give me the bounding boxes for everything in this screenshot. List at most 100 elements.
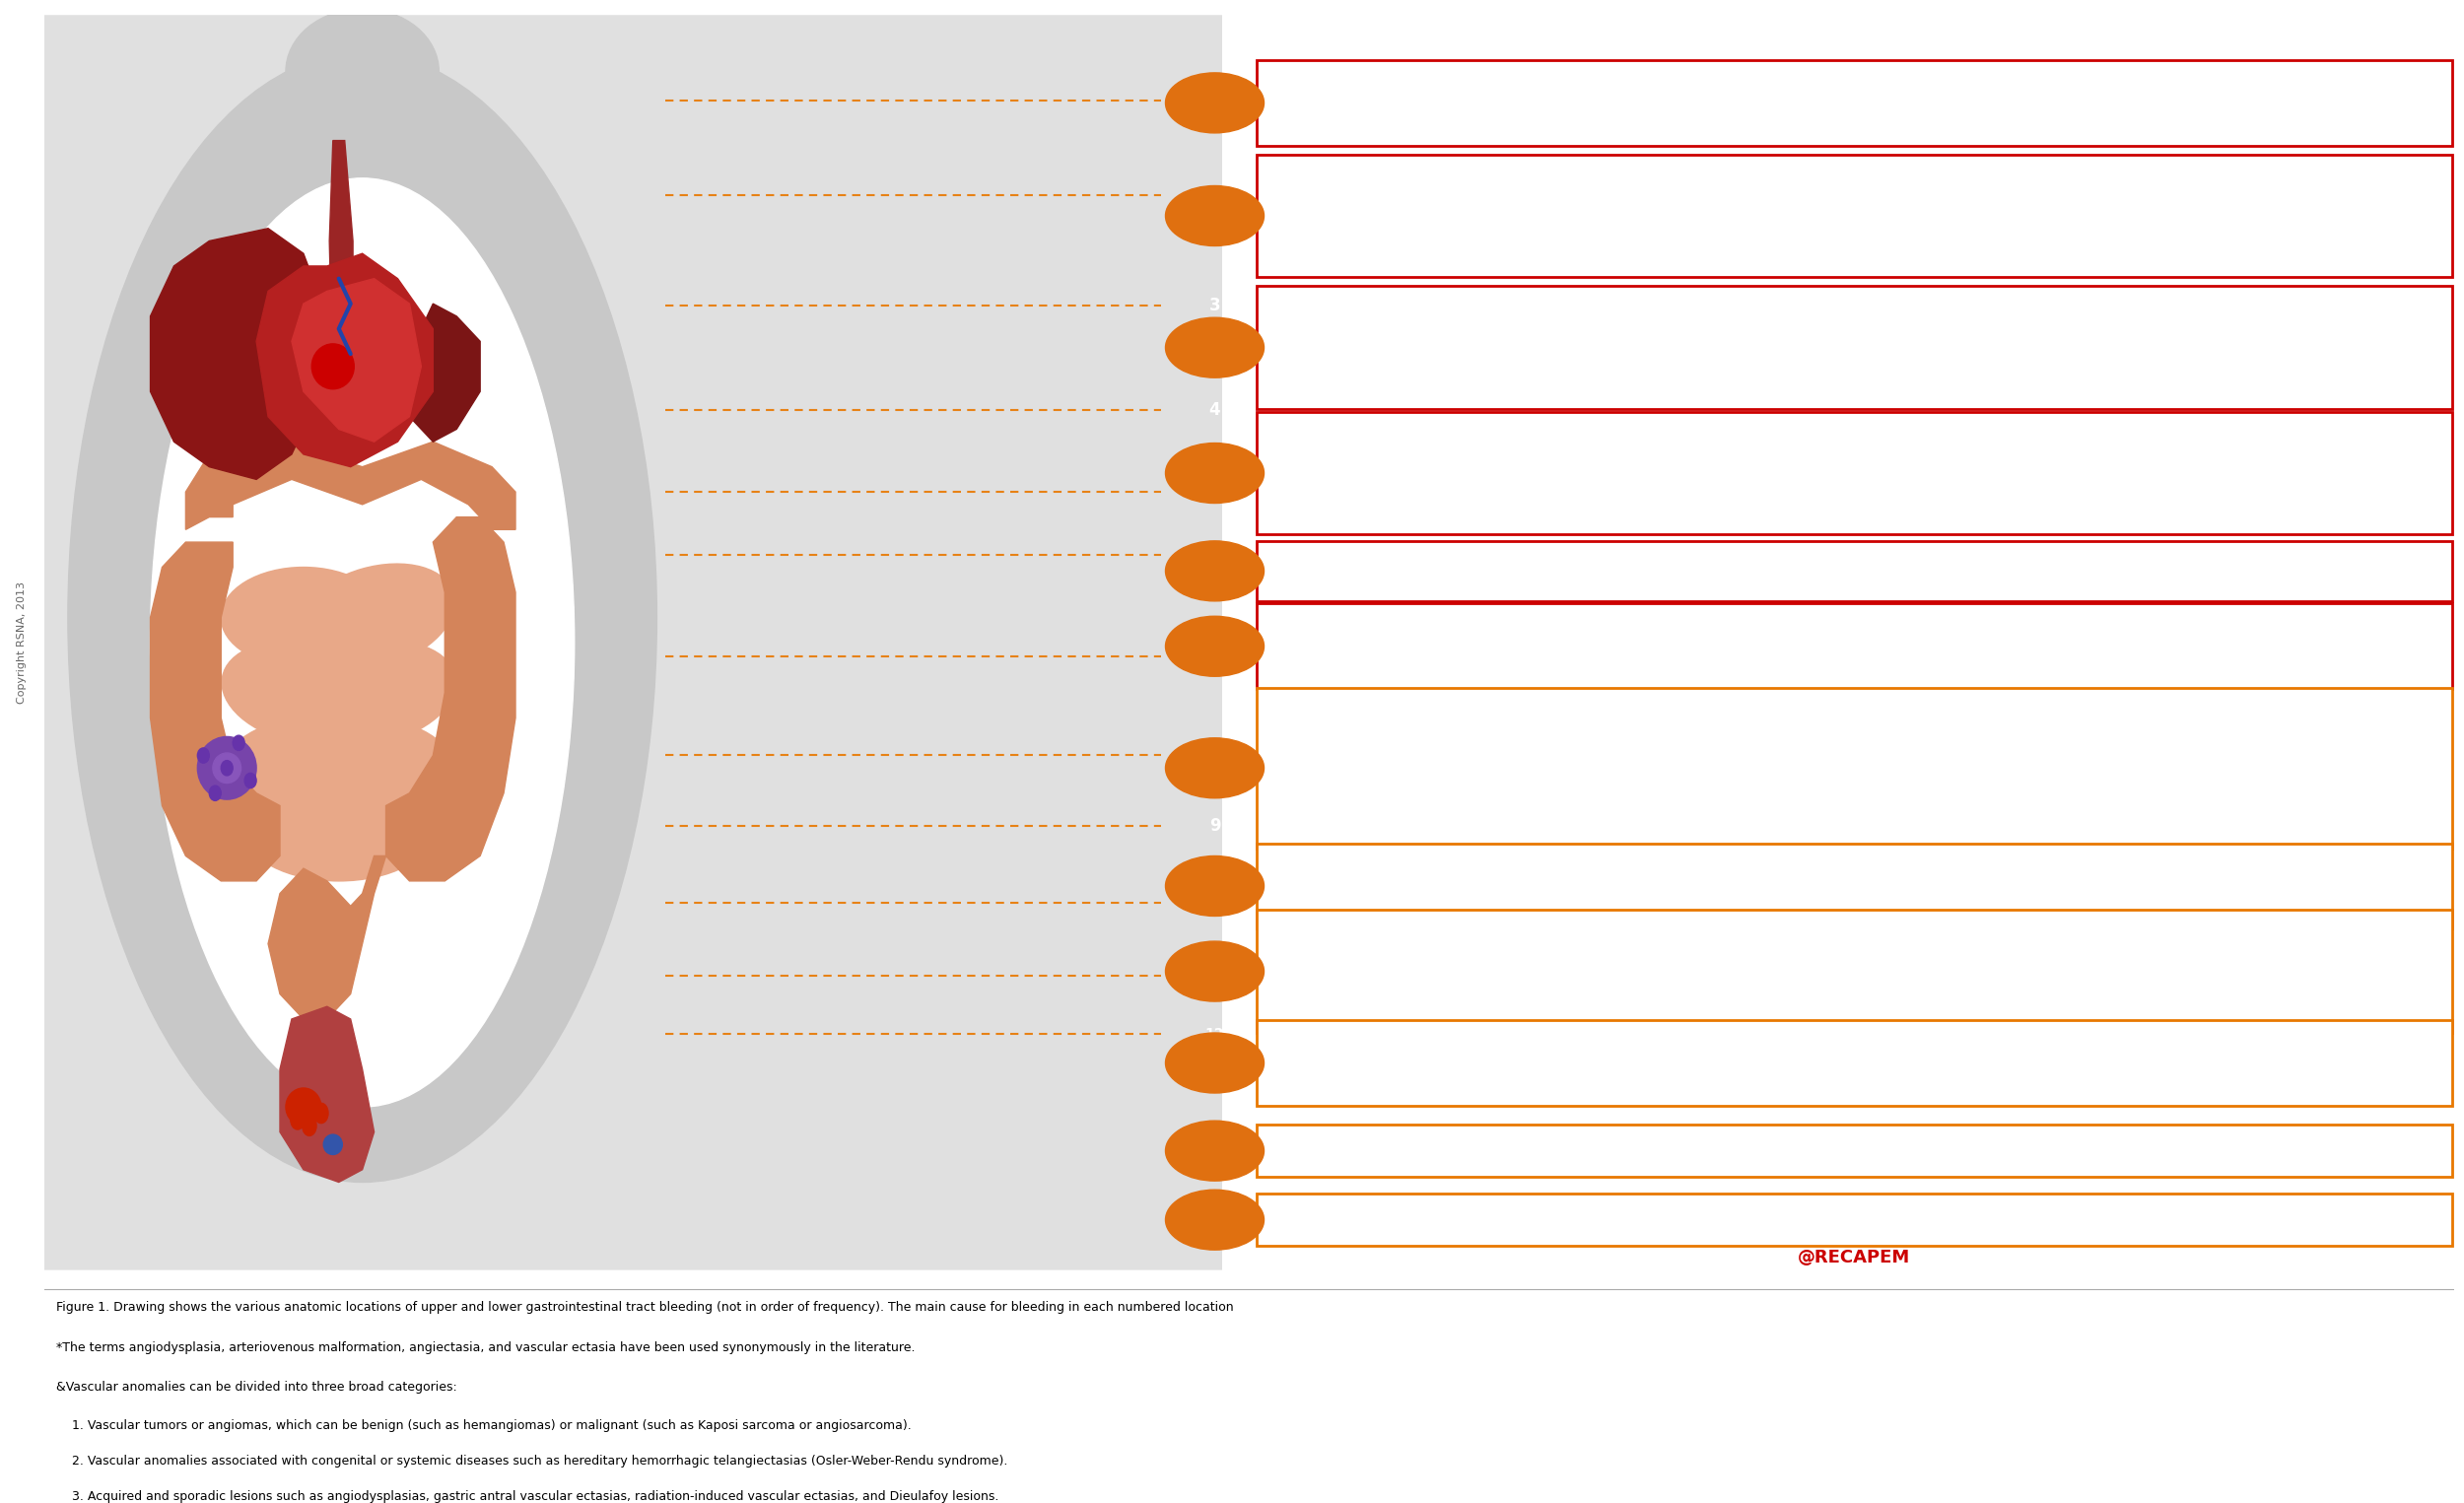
Text: @RECAPEM: @RECAPEM [1799,1249,1910,1267]
Text: *The terms angiodysplasia, arteriovenous malformation, angiectasia, and vascular: *The terms angiodysplasia, arteriovenous… [57,1341,914,1354]
Text: 10: 10 [1205,896,1225,909]
Text: course, with shorter hospital stays,: course, with shorter hospital stays, [1323,72,1557,86]
Text: self-limited.: self-limited. [1365,553,1441,567]
Text: 8. Small bowel vascular lesions.: 8. Small bowel vascular lesions. [1271,855,1508,869]
Text: cause of LGIB. May be massive and life: cause of LGIB. May be massive and life [1321,923,1582,935]
Polygon shape [269,855,387,1019]
Text: benign: benign [1316,72,1360,86]
Text: which is typically associated with: which is typically associated with [1271,249,1496,262]
Text: increases with age due to degeneration of vascular wall.: increases with age due to degeneration o… [1271,821,1643,834]
Text: 10% of LGIB in age > 50y. Bleeding is low-grade but: 10% of LGIB in age > 50y. Bleeding is lo… [1296,1033,1643,1046]
Ellipse shape [209,786,222,801]
Text: 9. Diverticular disease:: 9. Diverticular disease: [1271,923,1444,935]
Ellipse shape [222,717,387,819]
Text: Usually does not cause massive bleeding: Usually does not cause massive bleeding [1296,1136,1572,1150]
Polygon shape [409,304,480,442]
Text: 11: 11 [1205,969,1225,983]
Text: Rarely lead to significant UGIB. Is typically: Rarely lead to significant UGIB. Is typi… [1306,553,1594,567]
Ellipse shape [222,567,387,667]
Text: advanced liver disease.: advanced liver disease. [1313,249,1469,262]
Text: massive relative to arterial bleeders like diverticular disease. Incidence: massive relative to arterial bleeders li… [1271,780,1742,794]
Text: Account for 3% of all severe UGIB. Patients with severe: Account for 3% of all severe UGIB. Patie… [1299,299,1666,311]
Text: 12. Hemorrhoids:: 12. Hemorrhoids: [1271,1205,1400,1219]
FancyBboxPatch shape [44,15,1222,1270]
Text: 3. Acquired and sporadic lesions such as angiodysplasias, gastric antral vascula: 3. Acquired and sporadic lesions such as… [57,1489,998,1503]
Text: 9: 9 [1210,818,1220,836]
Text: 4. PUD:: 4. PUD: [1271,424,1326,437]
Text: 6. Colitis:: 6. Colitis: [1271,616,1340,628]
Text: Ischemic colitis has worse outcome reative to other source of bleeding: Ischemic colitis has worse outcome reati… [1271,658,1737,672]
Polygon shape [185,442,515,529]
Ellipse shape [222,761,232,776]
Text: 3: 3 [1210,296,1220,314]
Text: 7. Angiodysplasia: 7. Angiodysplasia [1271,700,1402,712]
Text: Massive: Massive [1316,167,1368,180]
Text: poor prognosis: poor prognosis [1338,340,1437,353]
Polygon shape [256,254,434,467]
Ellipse shape [212,753,241,783]
Text: 1: 1 [1210,92,1220,110]
Text: 11. Rectal ulcer:: 11. Rectal ulcer: [1271,1136,1392,1150]
Ellipse shape [313,1103,328,1123]
Ellipse shape [244,773,256,788]
Text: lower rebleeding rates, and lower mortality rates.: lower rebleeding rates, and lower mortal… [1271,116,1599,128]
Polygon shape [315,116,409,165]
Ellipse shape [293,640,456,744]
Ellipse shape [69,53,658,1183]
Polygon shape [150,228,328,479]
Text: 6: 6 [1210,546,1220,564]
Text: 1. Vascular tumors or angiomas, which can be benign (such as hemangiomas) or mal: 1. Vascular tumors or angiomas, which ca… [57,1419,912,1431]
Text: 4: 4 [1210,401,1220,419]
Text: 13% of UGIB. More: 13% of UGIB. More [1294,72,1424,86]
Text: 8: 8 [1210,745,1220,764]
Ellipse shape [291,1109,306,1129]
Text: often self-limited, although bleeding can be: often self-limited, although bleeding ca… [1318,855,1604,869]
Text: bleeding secondary to malignant upper GI tumors have a: bleeding secondary to malignant upper GI… [1271,340,1653,353]
Text: Almost never cause hemodynamic instability, or anemia: Almost never cause hemodynamic instabili… [1294,1205,1668,1219]
Text: 7: 7 [1210,648,1220,666]
Text: tract is uncommon site for angiodysplasia.Bleeding is venous in origin. Is less: tract is uncommon site for angiodysplasi… [1271,741,1781,753]
Text: Four major RF for bleeding are: H.pylori, NSIAD, Stress, Gastric acid.: Four major RF for bleeding are: H.pylori… [1281,424,1732,437]
Text: &: & [1316,855,1323,866]
Text: Most common: Most common [1306,923,1400,935]
Ellipse shape [197,748,209,764]
Text: H.pylori positive ulcers,: H.pylori positive ulcers, [1335,464,1491,478]
Text: The lowest rate of mortality & rebleeding belongs to: The lowest rate of mortality & rebleedin… [1271,464,1621,478]
Ellipse shape [244,780,434,881]
Ellipse shape [286,1088,320,1126]
Polygon shape [281,1007,375,1183]
Polygon shape [387,517,515,881]
Text: , and: , and [1355,340,1390,353]
Text: 2: 2 [1210,186,1220,204]
Polygon shape [291,278,421,442]
Text: 2. Esophageal varices:: 2. Esophageal varices: [1271,167,1439,180]
Ellipse shape [150,179,574,1106]
Text: origin.Onset of UGIB from varices signifies significant portal hypertension,: origin.Onset of UGIB from varices signif… [1271,207,1759,221]
Ellipse shape [232,735,244,750]
Text: and NSAID: and NSAID [1271,507,1340,519]
Text: : It refers to dilated, tortuous submucosal vessels. Lower GI: : It refers to dilated, tortuous submuco… [1296,700,1688,712]
Ellipse shape [197,736,256,800]
Ellipse shape [313,344,355,389]
Ellipse shape [303,1115,315,1136]
Text: recurrent. It occurs due to overlying ulceration, erosion.: recurrent. It occurs due to overlying ul… [1271,1076,1639,1088]
Ellipse shape [293,564,456,670]
Text: It is self-limitted in 80%. Rebleeding rate is 40% after 1st  bleeding episode: It is self-limitted in 80%. Rebleeding r… [1271,1004,1769,1018]
Text: the majority of patients die within 12 months.: the majority of patients die within 12 m… [1271,380,1574,394]
Text: UGIB. Bleeding is from venous in: UGIB. Bleeding is from venous in [1326,167,1545,180]
Text: Copyright RSNA, 2013: Copyright RSNA, 2013 [17,582,27,703]
Ellipse shape [291,717,456,819]
Ellipse shape [323,1135,342,1154]
Text: Figure 1. Drawing shows the various anatomic locations of upper and lower gastro: Figure 1. Drawing shows the various anat… [57,1300,1234,1314]
Text: 2. Vascular anomalies associated with congenital or systemic diseases such as he: 2. Vascular anomalies associated with co… [57,1455,1008,1467]
Text: Infectious, Inflammatory, or Ischemic in origin. Blood loss is mild.: Infectious, Inflammatory, or Ischemic in… [1286,616,1720,628]
Text: Can cause: Can cause [1303,167,1380,180]
Text: 3. Upper GI Tumors:: 3. Upper GI Tumors: [1271,299,1419,311]
Text: 10. Colonic Tumor:: 10. Colonic Tumor: [1271,1033,1409,1046]
Text: 5. Gastritis, deudenitis:: 5. Gastritis, deudenitis: [1271,553,1446,567]
Polygon shape [150,543,281,881]
Text: recurrent and profuse: recurrent and profuse [1271,899,1414,911]
Ellipse shape [286,9,439,134]
Text: induced ulcer.: induced ulcer. [1281,507,1380,519]
Text: &Vascular anomalies can be divided into three broad categories:: &Vascular anomalies can be divided into … [57,1381,458,1393]
